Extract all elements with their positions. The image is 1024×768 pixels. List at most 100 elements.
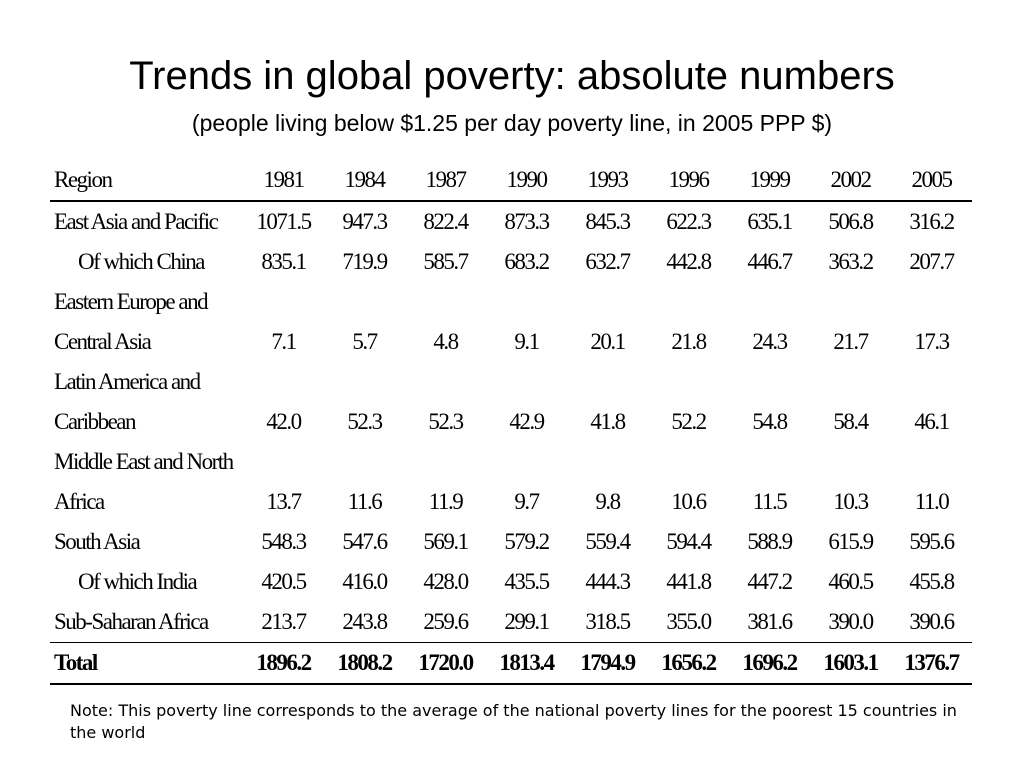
region-header: Region	[54, 167, 113, 192]
region-label: Caribbean	[54, 409, 137, 434]
region-label: South Asia	[54, 529, 141, 554]
poverty-table: Region 1981 1984 1987 1990 1993 1996 199…	[50, 160, 972, 685]
table-cell: 460.5	[828, 569, 874, 594]
table-cell: 1794.9	[580, 650, 636, 675]
table-cell: 42.0	[266, 409, 302, 434]
table-cell: 595.6	[909, 529, 955, 554]
table-cell: 1896.2	[256, 650, 312, 675]
table-cell: 579.2	[504, 529, 550, 554]
region-label: Central Asia	[54, 329, 152, 354]
table-cell: 585.7	[423, 249, 469, 274]
table-cell: 58.4	[833, 409, 869, 434]
table-row: Africa 13.7 11.6 11.9 9.7 9.8 10.6 11.5 …	[50, 482, 972, 522]
table-cell: 1696.2	[742, 650, 798, 675]
table-cell: 10.3	[833, 489, 869, 514]
region-label: Sub-Saharan Africa	[54, 609, 209, 634]
table-cell: 21.8	[671, 329, 707, 354]
table-cell: 1808.2	[337, 650, 393, 675]
table-cell: 683.2	[504, 249, 550, 274]
total-label: Total	[54, 650, 98, 675]
table-cell: 615.9	[828, 529, 874, 554]
table-cell: 1603.1	[823, 650, 879, 675]
region-label: East Asia and Pacific	[54, 209, 219, 234]
table-row: Of which India 420.5 416.0 428.0 435.5 4…	[50, 562, 972, 602]
table-cell: 13.7	[266, 489, 302, 514]
table-cell: 588.9	[747, 529, 793, 554]
table-cell: 52.3	[428, 409, 464, 434]
table-cell: 11.0	[914, 489, 950, 514]
table-cell: 719.9	[342, 249, 388, 274]
region-label: Eastern Europe and	[54, 289, 209, 314]
table-cell: 5.7	[352, 329, 378, 354]
table-cell: 24.3	[752, 329, 788, 354]
table-cell: 52.2	[671, 409, 707, 434]
table-cell: 10.6	[671, 489, 707, 514]
table-cell: 548.3	[261, 529, 307, 554]
table-cell: 390.6	[909, 609, 955, 634]
region-label: Of which India	[78, 569, 198, 594]
page-subtitle: (people living below $1.25 per day pover…	[191, 110, 833, 136]
year-header: 1984	[344, 167, 387, 192]
region-label: Middle East and North	[54, 449, 234, 474]
table-row: Of which China 835.1 719.9 585.7 683.2 6…	[50, 242, 972, 282]
table-row: Latin America and	[50, 362, 972, 402]
table-row: South Asia 548.3 547.6 569.1 579.2 559.4…	[50, 522, 972, 562]
table-cell: 447.2	[747, 569, 793, 594]
table-cell: 569.1	[423, 529, 469, 554]
table-cell: 435.5	[504, 569, 550, 594]
table-cell: 52.3	[347, 409, 383, 434]
table-header-row: Region 1981 1984 1987 1990 1993 1996 199…	[50, 160, 972, 201]
year-header: 1999	[749, 167, 792, 192]
table-cell: 446.7	[747, 249, 793, 274]
table-cell: 632.7	[585, 249, 631, 274]
table-cell: 54.8	[752, 409, 788, 434]
table-cell: 390.0	[828, 609, 874, 634]
table-cell: 416.0	[342, 569, 388, 594]
table-cell: 259.6	[423, 609, 469, 634]
table-cell: 207.7	[909, 249, 955, 274]
table-cell: 1720.0	[418, 650, 474, 675]
table-cell: 318.5	[585, 609, 631, 634]
year-header: 1981	[263, 167, 306, 192]
page-title: Trends in global poverty: absolute numbe…	[129, 54, 895, 98]
table-cell: 420.5	[261, 569, 307, 594]
table-cell: 21.7	[833, 329, 869, 354]
table-cell: 947.3	[342, 209, 388, 234]
region-label: Africa	[54, 489, 105, 514]
table-row: Caribbean 42.0 52.3 52.3 42.9 41.8 52.2 …	[50, 402, 972, 442]
table-cell: 845.3	[585, 209, 631, 234]
table-row: Central Asia 7.1 5.7 4.8 9.1 20.1 21.8 2…	[50, 322, 972, 362]
table-cell: 9.8	[595, 489, 621, 514]
year-header: 1996	[668, 167, 711, 192]
table-row: Middle East and North	[50, 442, 972, 482]
table-cell: 46.1	[914, 409, 950, 434]
table-cell: 11.9	[428, 489, 464, 514]
table-cell: 11.5	[752, 489, 788, 514]
table-cell: 442.8	[666, 249, 712, 274]
table-cell: 822.4	[423, 209, 469, 234]
table-cell: 9.1	[514, 329, 540, 354]
table-row: Eastern Europe and	[50, 282, 972, 322]
table-cell: 41.8	[590, 409, 626, 434]
table-cell: 381.6	[747, 609, 793, 634]
table-cell: 455.8	[909, 569, 955, 594]
region-label: Latin America and	[54, 369, 201, 394]
table-row: East Asia and Pacific 1071.5 947.3 822.4…	[50, 201, 972, 242]
table-cell: 4.8	[433, 329, 459, 354]
table-cell: 299.1	[504, 609, 550, 634]
year-header: 2005	[911, 167, 954, 192]
table-cell: 1071.5	[256, 209, 312, 234]
table-cell: 7.1	[271, 329, 297, 354]
table-cell: 1376.7	[904, 650, 960, 675]
table-cell: 1656.2	[661, 650, 717, 675]
table-cell: 1813.4	[499, 650, 555, 675]
table-cell: 506.8	[828, 209, 874, 234]
year-header: 1987	[425, 167, 468, 192]
table-cell: 11.6	[347, 489, 383, 514]
table-total-row: Total 1896.2 1808.2 1720.0 1813.4 1794.9…	[50, 642, 972, 684]
table-cell: 559.4	[585, 529, 631, 554]
year-header: 1990	[506, 167, 549, 192]
table-cell: 635.1	[747, 209, 793, 234]
table-cell: 622.3	[666, 209, 712, 234]
table-cell: 363.2	[828, 249, 874, 274]
